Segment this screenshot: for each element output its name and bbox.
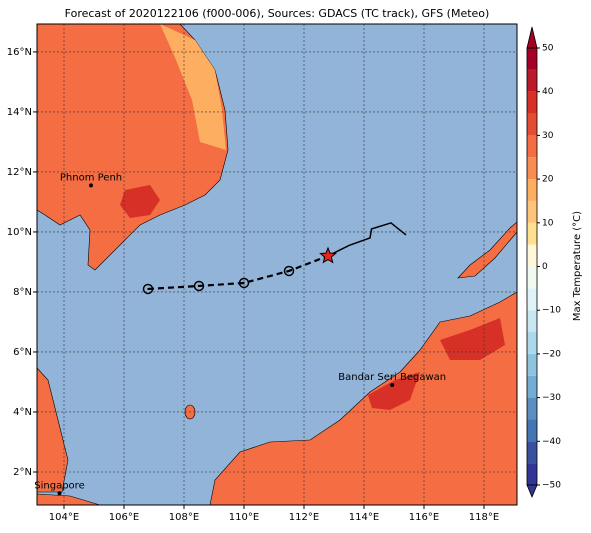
malay-peninsula <box>37 367 69 493</box>
hot-area <box>120 185 160 218</box>
colorbar-bin <box>527 244 537 267</box>
city-marker <box>89 183 93 188</box>
land <box>37 24 517 505</box>
y-tick-label: 16°N <box>7 47 32 58</box>
x-tick-label: 104°E <box>49 512 79 523</box>
track-point <box>193 280 205 292</box>
x-tick-label: 112°E <box>289 512 319 523</box>
colorbar-bin <box>527 266 537 289</box>
colorbar-tick-label: −40 <box>542 437 561 447</box>
y-tick-label: 10°N <box>7 227 32 238</box>
track-point-center <box>198 285 200 287</box>
colorbar-bin <box>527 397 537 420</box>
x-tick-label: 114°E <box>349 512 379 523</box>
current-position <box>319 246 337 264</box>
colorbar-tick-label: 0 <box>542 262 548 272</box>
colorbar-bin <box>527 91 537 114</box>
colorbar-bin <box>527 48 537 70</box>
colorbar-tick-label: 40 <box>542 87 554 97</box>
past-track <box>327 222 407 257</box>
x-tick-label: 106°E <box>109 512 139 523</box>
colorbar-extend-bottom <box>526 484 538 499</box>
colorbar-bin <box>527 69 537 92</box>
y-tick-label: 12°N <box>7 167 32 178</box>
colorbar-tick-label: −10 <box>542 306 561 316</box>
colorbar-tick-label: 30 <box>542 131 554 141</box>
track-point-center <box>288 270 290 272</box>
borneo <box>209 291 517 505</box>
city-label: Phnom Penh <box>60 172 122 183</box>
map-frame <box>36 23 518 506</box>
colorbar-tick-label: 50 <box>542 44 554 54</box>
colorbar-bin <box>527 375 537 398</box>
y-tick-label: 4°N <box>13 407 32 418</box>
colorbar-tick-label: 10 <box>542 218 554 228</box>
x-tick-label: 118°E <box>469 512 499 523</box>
colorbar-bin <box>527 200 537 223</box>
track-point <box>238 277 250 289</box>
hot-area <box>440 318 505 360</box>
map-title: Forecast of 2020122106 (f000-006), Sourc… <box>65 7 490 20</box>
colorbar-bin <box>527 135 537 158</box>
x-tick-label: 110°E <box>229 512 259 523</box>
colorbar-bin <box>527 288 537 311</box>
colorbar-bin <box>527 157 537 180</box>
colorbar-tick-label: 20 <box>542 175 554 185</box>
track-point <box>142 283 154 295</box>
colorbar-label: Max Temperature (°C) <box>572 211 583 321</box>
colorbar-bin <box>527 419 537 442</box>
colorbar-bin <box>527 179 537 201</box>
city-marker <box>57 491 62 496</box>
y-tick-label: 8°N <box>13 287 32 298</box>
colorbar-tick-label: −50 <box>542 481 561 491</box>
indochina <box>37 24 229 271</box>
y-tick-label: 14°N <box>7 107 32 118</box>
colorbar-extend-top <box>526 26 538 49</box>
cool-area <box>160 24 226 150</box>
track-point-center <box>243 282 245 284</box>
colorbar-bin <box>527 332 537 354</box>
city-label: Bandar Seri Begawan <box>338 372 446 383</box>
colorbar-bin <box>527 222 537 245</box>
city-marker <box>390 382 395 387</box>
palawan <box>457 221 517 279</box>
x-tick-label: 116°E <box>409 512 439 523</box>
colorbar-bin <box>527 463 537 485</box>
colorbar-bin <box>527 113 537 136</box>
city-label: Singapore <box>34 480 84 491</box>
y-tick-label: 2°N <box>13 467 32 478</box>
colorbar-bin <box>527 353 537 376</box>
colorbar-tick-label: −30 <box>542 393 561 403</box>
track-point <box>283 265 295 277</box>
colorbar-bin <box>527 310 537 333</box>
sumatra <box>37 493 101 505</box>
forecast-track <box>147 254 329 291</box>
colorbar-tick-label: −20 <box>542 349 561 359</box>
hot-area <box>368 372 420 410</box>
colorbar-bin <box>527 441 537 464</box>
track-point-center <box>147 288 149 290</box>
x-tick-label: 108°E <box>169 512 199 523</box>
y-tick-label: 6°N <box>13 347 32 358</box>
